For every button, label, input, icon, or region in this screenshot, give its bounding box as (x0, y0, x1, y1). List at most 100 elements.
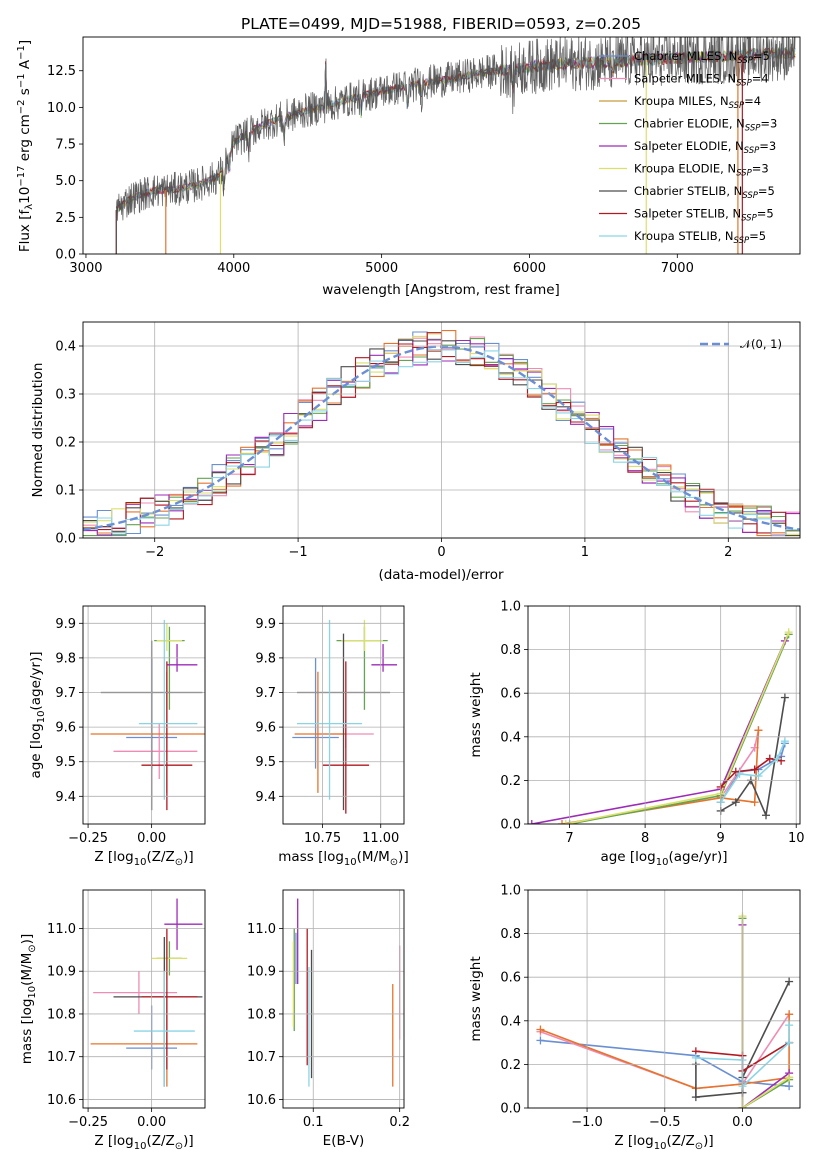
error-bar-point (138, 619, 198, 800)
mass-weight-marker (780, 737, 789, 746)
legend-label-tail: =3 (752, 162, 769, 176)
y-tick-label: 9.5 (255, 755, 276, 770)
legend-label: Kroupa ELODIE, NSSP=3 (634, 162, 769, 179)
y-tick-label: 11.0 (47, 922, 76, 937)
y-tick-label: 0.0 (55, 532, 76, 547)
legend-label-tail: =5 (753, 49, 770, 63)
x-tick-label: 0.00 (137, 831, 166, 846)
y-axis-label: Normed distribution (30, 363, 46, 498)
mass-weight-marker (785, 1010, 794, 1019)
y-axis-label-part: −17 (16, 166, 27, 187)
y-axis-label: Flux [fλ10−17 erg cm−2 s−1 A−1] (16, 40, 35, 252)
y-tick-label: 9.8 (255, 651, 276, 666)
x-axis-label: age [log10(age/yr)] (600, 849, 727, 868)
plot-area (528, 628, 793, 824)
legend-label-tail: =4 (744, 94, 761, 108)
legend-label-sub: SSP (742, 191, 758, 201)
x-tick-label: 0 (437, 545, 445, 560)
error-bar-point (141, 661, 193, 811)
y-axis-label: mass [log10(M/M⊙)] (19, 934, 38, 1064)
y-tick-label: 2.5 (55, 211, 76, 226)
age-vs-mass-panel: 10.75 11.00 9.4 9.5 9.6 9.7 9.8 9.9 (255, 605, 405, 846)
x-axis-label: wavelength [Angstrom, rest frame] (322, 282, 560, 298)
y-tick-label: 0.4 (55, 340, 76, 355)
error-bar-point (156, 623, 183, 651)
legend-label-sub: SSP (741, 214, 757, 224)
legend-label-tail: =5 (757, 207, 774, 221)
x-tick-label: 6000 (513, 261, 546, 276)
legend-label: Chabrier STELIB, NSSP=5 (634, 184, 775, 201)
axis-label-part: )] (398, 849, 409, 865)
y-tick-label: 12.5 (47, 64, 76, 79)
y-axis-label-part: erg cm (17, 114, 33, 165)
y-axis-label-part: A (17, 59, 33, 73)
axis-label-part: (M/M (19, 953, 35, 986)
y-tick-label: 0.2 (500, 774, 521, 789)
mass-weight-vs-metallicity-panel: −1.0 −0.5 0.0 0.0 0.2 0.4 0.6 0.8 1.0 (500, 884, 801, 1130)
x-axis-label: E(B-V) (323, 1133, 365, 1149)
x-axis-label: Z [log10(Z/Z⊙)] (94, 1133, 193, 1152)
y-tick-label: 9.6 (255, 721, 276, 736)
mass-weight-line (540, 1039, 790, 1087)
mass-weight-marker (691, 1053, 700, 1062)
x-tick-label: −0.25 (68, 1115, 108, 1130)
y-tick-label: 10.7 (47, 1050, 76, 1065)
y-tick-label: 0.6 (500, 687, 521, 702)
error-bar-point (292, 657, 339, 769)
x-tick-label: 10 (788, 831, 805, 846)
x-axis-label: Z [log10(Z/Z⊙)] (614, 1133, 713, 1152)
legend-label-base: Salpeter MILES, N (634, 72, 736, 86)
y-tick-label: 10.6 (247, 1093, 276, 1108)
x-tick-label: 4000 (217, 261, 250, 276)
legend-label-sub: SSP (737, 56, 753, 66)
x-tick-label: 7000 (661, 261, 694, 276)
y-axis-label-part: s (17, 88, 33, 99)
y-tick-label: 0.2 (500, 1058, 521, 1073)
legend-label-base: Salpeter ELODIE, N (634, 139, 744, 153)
legend-label: Salpeter STELIB, NSSP=5 (634, 207, 774, 224)
x-tick-label: 2 (724, 545, 732, 560)
y-tick-label: 0.4 (500, 730, 521, 745)
axes-frame (282, 605, 405, 825)
axis-label-part: E(B-V) (323, 1133, 365, 1149)
y-axis-label-part: −2 (16, 99, 27, 114)
x-tick-label: 0.00 (137, 1115, 166, 1130)
mass-weight-marker (735, 769, 744, 778)
y-tick-label: 9.8 (55, 651, 76, 666)
axes-frame (82, 605, 206, 825)
x-tick-label: 10.75 (304, 831, 341, 846)
mass-weight-marker (731, 798, 740, 807)
axis-label-part: (Z/Z (666, 1133, 694, 1149)
legend-label-sub: SSP (734, 236, 750, 246)
axis-label-part: 10 (134, 1141, 147, 1152)
mass-vs-metallicity-panel: −0.25 0.00 10.6 10.7 10.8 10.9 11.0 (47, 889, 206, 1130)
x-tick-label: 9 (717, 831, 725, 846)
y-tick-label: 9.6 (55, 721, 76, 736)
mass-weight-marker (784, 628, 793, 637)
y-tick-label: 0.3 (55, 388, 76, 403)
legend-label-base: Kroupa MILES, N (634, 94, 729, 108)
y-axis-label-part: −1 (16, 73, 27, 88)
axis-label-part: Z [log (94, 1133, 133, 1149)
mass-weight-marker (528, 820, 536, 824)
error-bar-point (164, 898, 203, 950)
axes-frame (282, 889, 405, 1109)
legend-label: Salpeter MILES, NSSP=4 (634, 72, 769, 89)
y-axis-label: mass weight (468, 672, 484, 757)
y-axis-label-part: Flux [f (17, 209, 33, 253)
age-vs-metallicity-panel: −0.25 0.00 9.4 9.5 9.6 9.7 9.8 9.9 (55, 605, 206, 846)
y-tick-label: 9.4 (255, 790, 276, 805)
y-tick-label: 10.6 (47, 1093, 76, 1108)
y-tick-label: 0.8 (500, 643, 521, 658)
legend-label-sub: SSP (729, 101, 745, 111)
axes-frame (82, 321, 801, 539)
legend-label-sub: SSP (745, 124, 761, 134)
y-tick-label: 0.8 (500, 927, 521, 942)
mass-weight-marker (754, 726, 763, 735)
y-axis-label: mass weight (468, 956, 484, 1041)
axis-label-part: )] (183, 1133, 194, 1149)
axis-label-part: ⊙ (695, 1141, 703, 1152)
